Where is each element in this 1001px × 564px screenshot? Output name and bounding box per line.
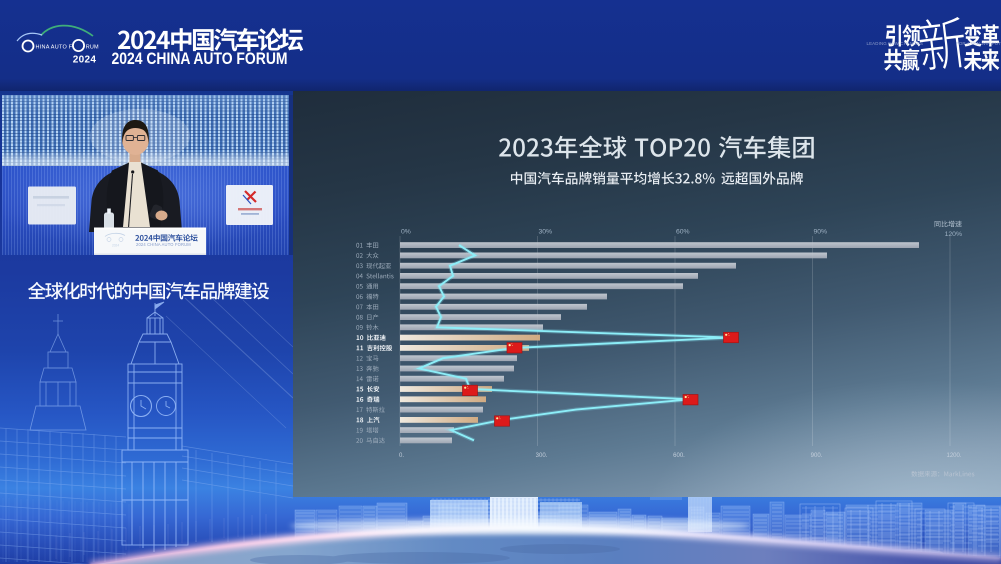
svg-text:FOR A WIN-WIN FUTURE: FOR A WIN-WIN FUTURE bbox=[956, 41, 1001, 46]
svg-text:1200.: 1200. bbox=[946, 453, 961, 459]
svg-text:60%: 60% bbox=[676, 229, 690, 236]
svg-text:2024 CHINA AUTO FORUM: 2024 CHINA AUTO FORUM bbox=[112, 49, 288, 68]
svg-text:600.: 600. bbox=[673, 453, 685, 459]
svg-text:120%: 120% bbox=[945, 231, 962, 238]
svg-text:0.: 0. bbox=[399, 453, 404, 459]
svg-text:2024: 2024 bbox=[112, 244, 119, 248]
svg-text:LEADING NEW CHANGES: LEADING NEW CHANGES bbox=[867, 41, 924, 46]
svg-text:2024: 2024 bbox=[73, 54, 97, 65]
svg-text:2024 CHINA AUTO FORUM: 2024 CHINA AUTO FORUM bbox=[136, 242, 191, 247]
svg-text:RUM: RUM bbox=[86, 44, 99, 50]
svg-text:30%: 30% bbox=[539, 229, 553, 236]
svg-text:HINA AUTO F: HINA AUTO F bbox=[36, 44, 73, 50]
svg-text:0%: 0% bbox=[401, 229, 411, 236]
svg-text:300.: 300. bbox=[536, 453, 548, 459]
svg-text:900.: 900. bbox=[811, 453, 823, 459]
svg-text:90%: 90% bbox=[814, 229, 828, 236]
